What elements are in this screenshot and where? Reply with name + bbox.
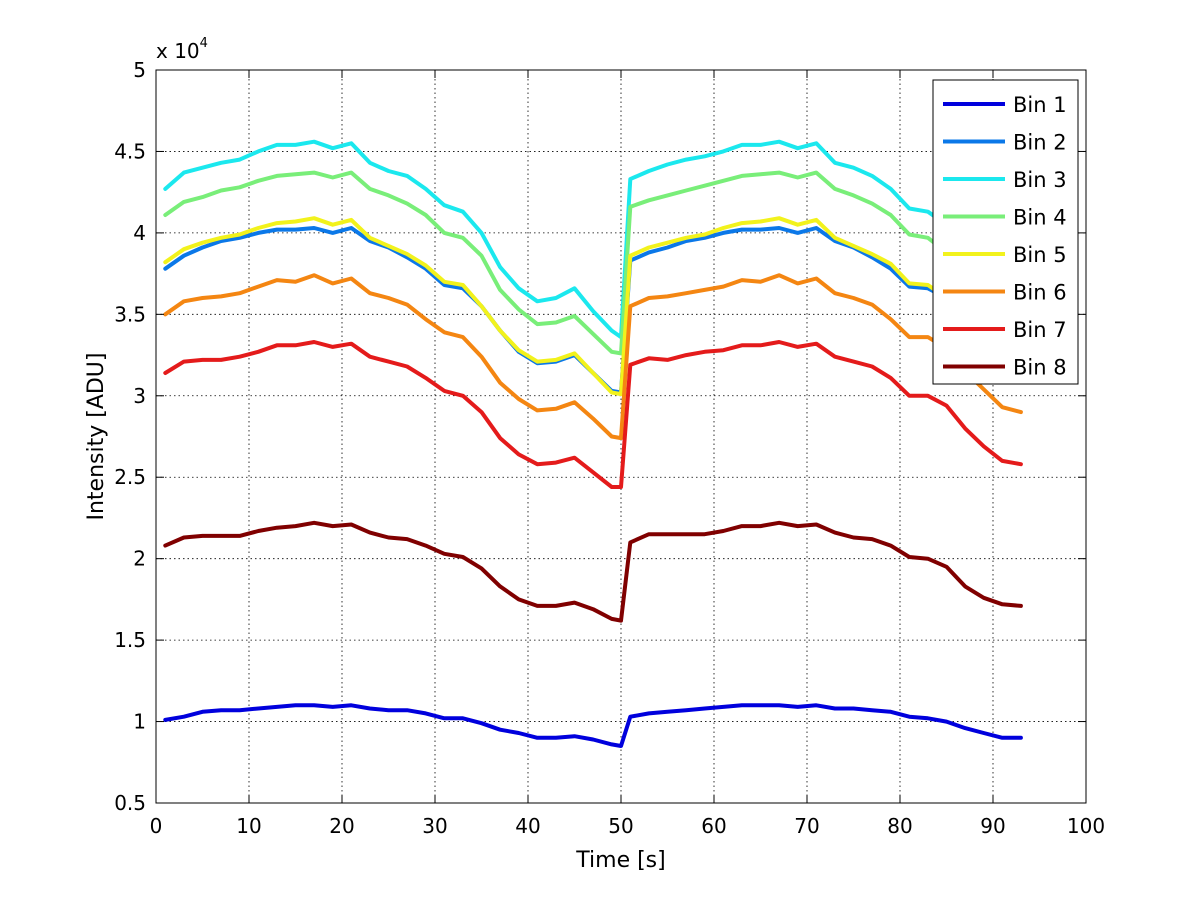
y-tick-label: 5 (133, 58, 146, 82)
x-tick-label: 30 (422, 814, 447, 838)
legend-label-bin-8: Bin 8 (1013, 356, 1067, 380)
x-tick-label: 60 (701, 814, 726, 838)
x-tick-label: 40 (515, 814, 540, 838)
x-tick-label: 10 (236, 814, 261, 838)
y-tick-label: 3 (133, 384, 146, 408)
series-line-bin-4 (163, 170, 1023, 356)
legend-label-bin-3: Bin 3 (1013, 168, 1067, 192)
x-tick-label: 80 (887, 814, 912, 838)
x-tick-label: 90 (980, 814, 1005, 838)
y-scale-base: x 10 (156, 39, 200, 63)
y-tick-label: 4.5 (114, 139, 146, 163)
y-scale-exponent: 4 (200, 36, 208, 51)
legend-box (932, 79, 1079, 385)
legend-label-bin-5: Bin 5 (1013, 243, 1067, 267)
legend-label-bin-7: Bin 7 (1013, 318, 1067, 342)
y-axis-scale-factor: x 104 (156, 36, 208, 63)
legend-label-bin-6: Bin 6 (1013, 281, 1067, 305)
y-tick-label: 2 (133, 547, 146, 571)
series-line-bin-1 (163, 703, 1023, 748)
x-tick-label: 70 (794, 814, 819, 838)
series-line-bin-8 (163, 520, 1023, 623)
series-line-bin-6 (163, 273, 1023, 441)
x-tick-label: 20 (329, 814, 354, 838)
y-tick-label: 2.5 (114, 465, 146, 489)
y-tick-label: 0.5 (114, 791, 146, 815)
series-line-bin-5 (163, 216, 1023, 397)
x-tick-label: 0 (150, 814, 163, 838)
x-tick-label: 50 (608, 814, 633, 838)
y-tick-label: 1 (133, 710, 146, 734)
x-tick-label: 100 (1067, 814, 1105, 838)
series-line-bin-3 (163, 139, 1023, 340)
axis-ticks: 0 10 20 30 40 50 60 70 80 90 100 0.5 1 1.5 2 2.5 3 3.5 4 4.… (114, 58, 1105, 838)
series-line-bin-7 (163, 340, 1023, 489)
legend-label-bin-2: Bin 2 (1013, 131, 1067, 155)
series-layer (163, 139, 1023, 748)
y-tick-label: 4 (133, 221, 146, 245)
y-tick-label: 1.5 (114, 628, 146, 652)
y-tick-label: 3.5 (114, 302, 146, 326)
legend: Bin 1 Bin 2 Bin 3 Bin 4 Bin 5 Bin 6 Bin 7 Bin 8 (932, 79, 1079, 385)
x-axis-label: Time [s] (575, 848, 665, 873)
y-axis-label: Intensity [ADU] (84, 352, 109, 520)
legend-label-bin-1: Bin 1 (1013, 93, 1067, 117)
legend-label-bin-4: Bin 4 (1013, 206, 1067, 230)
